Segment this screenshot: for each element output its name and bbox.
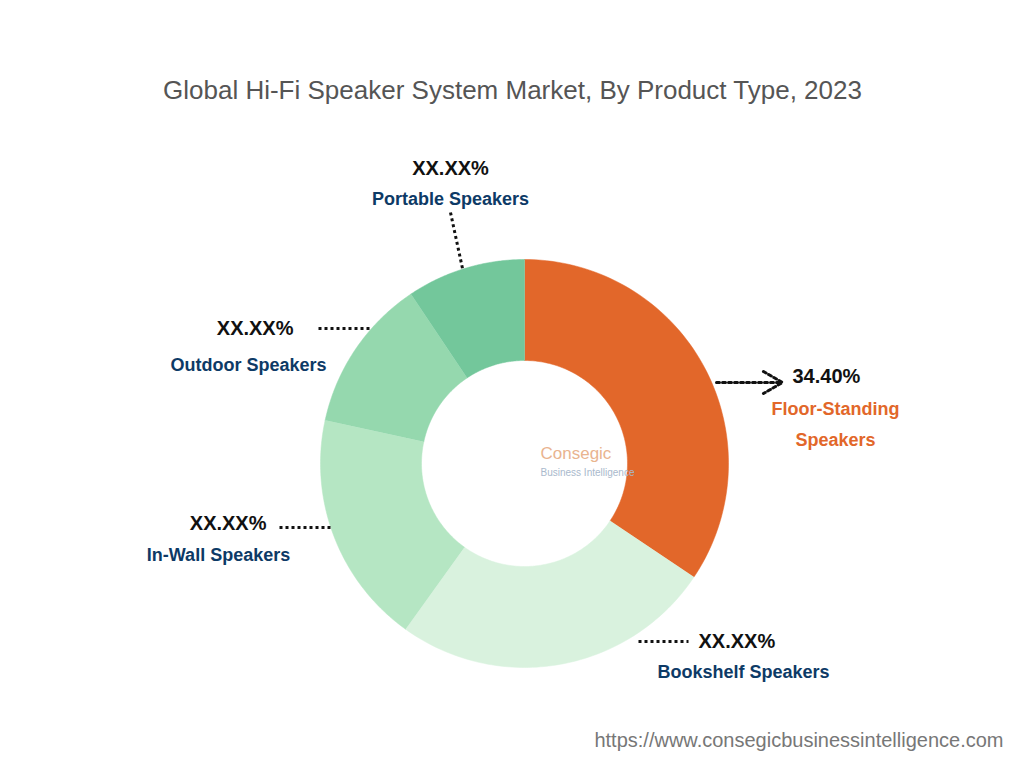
svg-text:Bookshelf Speakers: Bookshelf Speakers [657,662,829,682]
svg-text:Floor-StandingSpeakers: Floor-StandingSpeakers [772,399,900,450]
svg-text:https://www.consegicbusinessin: https://www.consegicbusinessintelligence… [594,729,1003,751]
svg-text:Outdoor Speakers: Outdoor Speakers [170,355,326,375]
svg-text:Portable Speakers: Portable Speakers [372,189,529,209]
svg-text:Global Hi-Fi Speaker System Ma: Global Hi-Fi Speaker System Market, By P… [163,75,862,105]
svg-text:XX.XX%: XX.XX% [217,317,294,339]
svg-text:XX.XX%: XX.XX% [412,157,489,179]
svg-text:XX.XX%: XX.XX% [190,512,267,534]
svg-text:Consegic: Consegic [541,444,612,463]
svg-text:Business Intelligence: Business Intelligence [541,467,635,478]
svg-text:In-Wall Speakers: In-Wall Speakers [147,545,290,565]
svg-text:XX.XX%: XX.XX% [699,630,776,652]
svg-text:34.40%: 34.40% [793,365,861,387]
